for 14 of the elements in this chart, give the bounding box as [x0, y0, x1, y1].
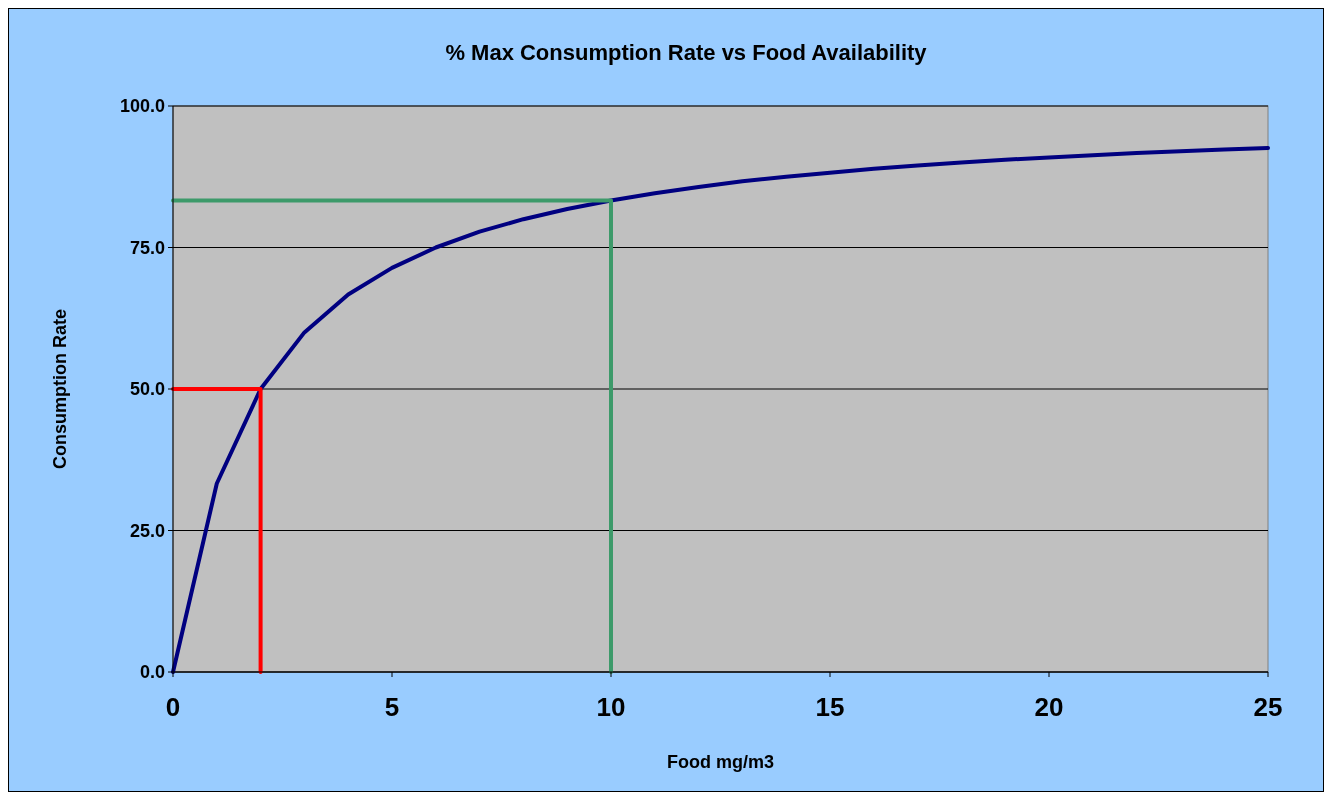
x-tick-label: 25 — [1253, 692, 1283, 722]
x-tick-label: 10 — [596, 692, 626, 722]
y-axis-title: Consumption Rate — [50, 309, 70, 469]
y-tick-label: 100.0 — [119, 96, 165, 117]
y-tick-label: 25.0 — [129, 520, 165, 541]
x-axis-title: Food mg/m3 — [667, 752, 774, 772]
chart-title: % Max Consumption Rate vs Food Availability — [445, 40, 928, 65]
x-tick-label: 20 — [1034, 692, 1064, 722]
x-tick-label: 15 — [815, 692, 845, 722]
x-tick-label: 5 — [384, 692, 400, 722]
y-tick-label: 75.0 — [129, 237, 165, 258]
y-tick-label: 0.0 — [139, 662, 165, 683]
x-tick-label: 0 — [165, 692, 181, 722]
y-tick-label: 50.0 — [129, 379, 165, 400]
